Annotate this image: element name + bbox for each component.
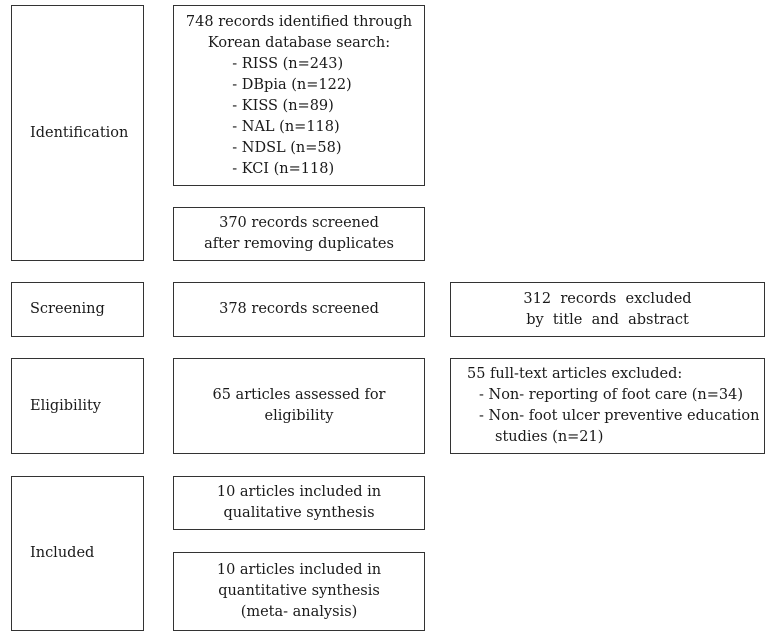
database-source-nal: - NAL (n=118): [232, 118, 340, 135]
quantitative-synthesis-box: 10 articles included in quantitative syn…: [173, 552, 425, 631]
qualitative-synthesis-line1: 10 articles included in: [216, 484, 382, 500]
excluded-title-abstract-line1: 312 records excluded: [523, 290, 692, 307]
qualitative-synthesis-line2: qualitative synthesis: [223, 505, 375, 521]
stage-identification-label: Identification: [30, 124, 129, 141]
quantitative-synthesis-line3: (meta- analysis): [240, 604, 358, 620]
stage-identification: Identification: [11, 5, 144, 261]
stage-eligibility: Eligibility: [11, 358, 144, 454]
duplicates-removed-line2: after removing duplicates: [204, 236, 394, 252]
stage-included-label: Included: [30, 545, 95, 561]
fulltext-excluded-reason-education: - Non- foot ulcer preventive education: [479, 408, 760, 424]
records-identified-source: Korean database search:: [207, 34, 391, 51]
fulltext-excluded-box: 55 full-text articles excluded: - Non- r…: [450, 358, 765, 454]
articles-assessed-line1: 65 articles assessed for: [212, 387, 386, 403]
database-source-ndsl: - NDSL (n=58): [232, 139, 342, 156]
records-identified-count: 748 records identified through: [185, 13, 413, 30]
duplicates-removed-box: 370 records screened after removing dupl…: [173, 207, 425, 261]
database-source-kiss: - KISS (n=89): [232, 97, 334, 114]
database-source-riss: - RISS (n=243): [232, 55, 344, 72]
excluded-title-abstract-line2: by title and abstract: [526, 311, 689, 328]
fulltext-excluded-reason-education-cont: studies (n=21): [495, 429, 604, 445]
qualitative-synthesis-box: 10 articles included in qualitative synt…: [173, 476, 425, 530]
fulltext-excluded-title: 55 full-text articles excluded:: [467, 366, 683, 382]
stage-included: Included: [11, 476, 144, 631]
stage-eligibility-label: Eligibility: [30, 397, 101, 414]
quantitative-synthesis-line1: 10 articles included in: [216, 562, 382, 578]
duplicates-removed-line1: 370 records screened: [219, 215, 379, 231]
fulltext-excluded-reason-foot-care: - Non- reporting of foot care (n=34): [479, 387, 744, 403]
quantitative-synthesis-line2: quantitative synthesis: [218, 583, 380, 599]
articles-assessed-box: 65 articles assessed for eligibility: [173, 358, 425, 454]
articles-assessed-line2: eligibility: [264, 408, 334, 424]
stage-screening: Screening: [11, 282, 144, 337]
database-source-dbpia: - DBpia (n=122): [232, 76, 352, 93]
database-source-list: - RISS (n=243) - DBpia (n=122) - KISS (n…: [232, 54, 351, 180]
stage-screening-label: Screening: [30, 301, 105, 317]
records-identified-box: 748 records identified through Korean da…: [173, 5, 425, 186]
database-source-kci: - KCI (n=118): [232, 160, 335, 177]
excluded-title-abstract-box: 312 records excluded by title and abstra…: [450, 282, 765, 337]
records-screened-box: 378 records screened: [173, 282, 425, 337]
records-screened-text: 378 records screened: [219, 301, 379, 317]
